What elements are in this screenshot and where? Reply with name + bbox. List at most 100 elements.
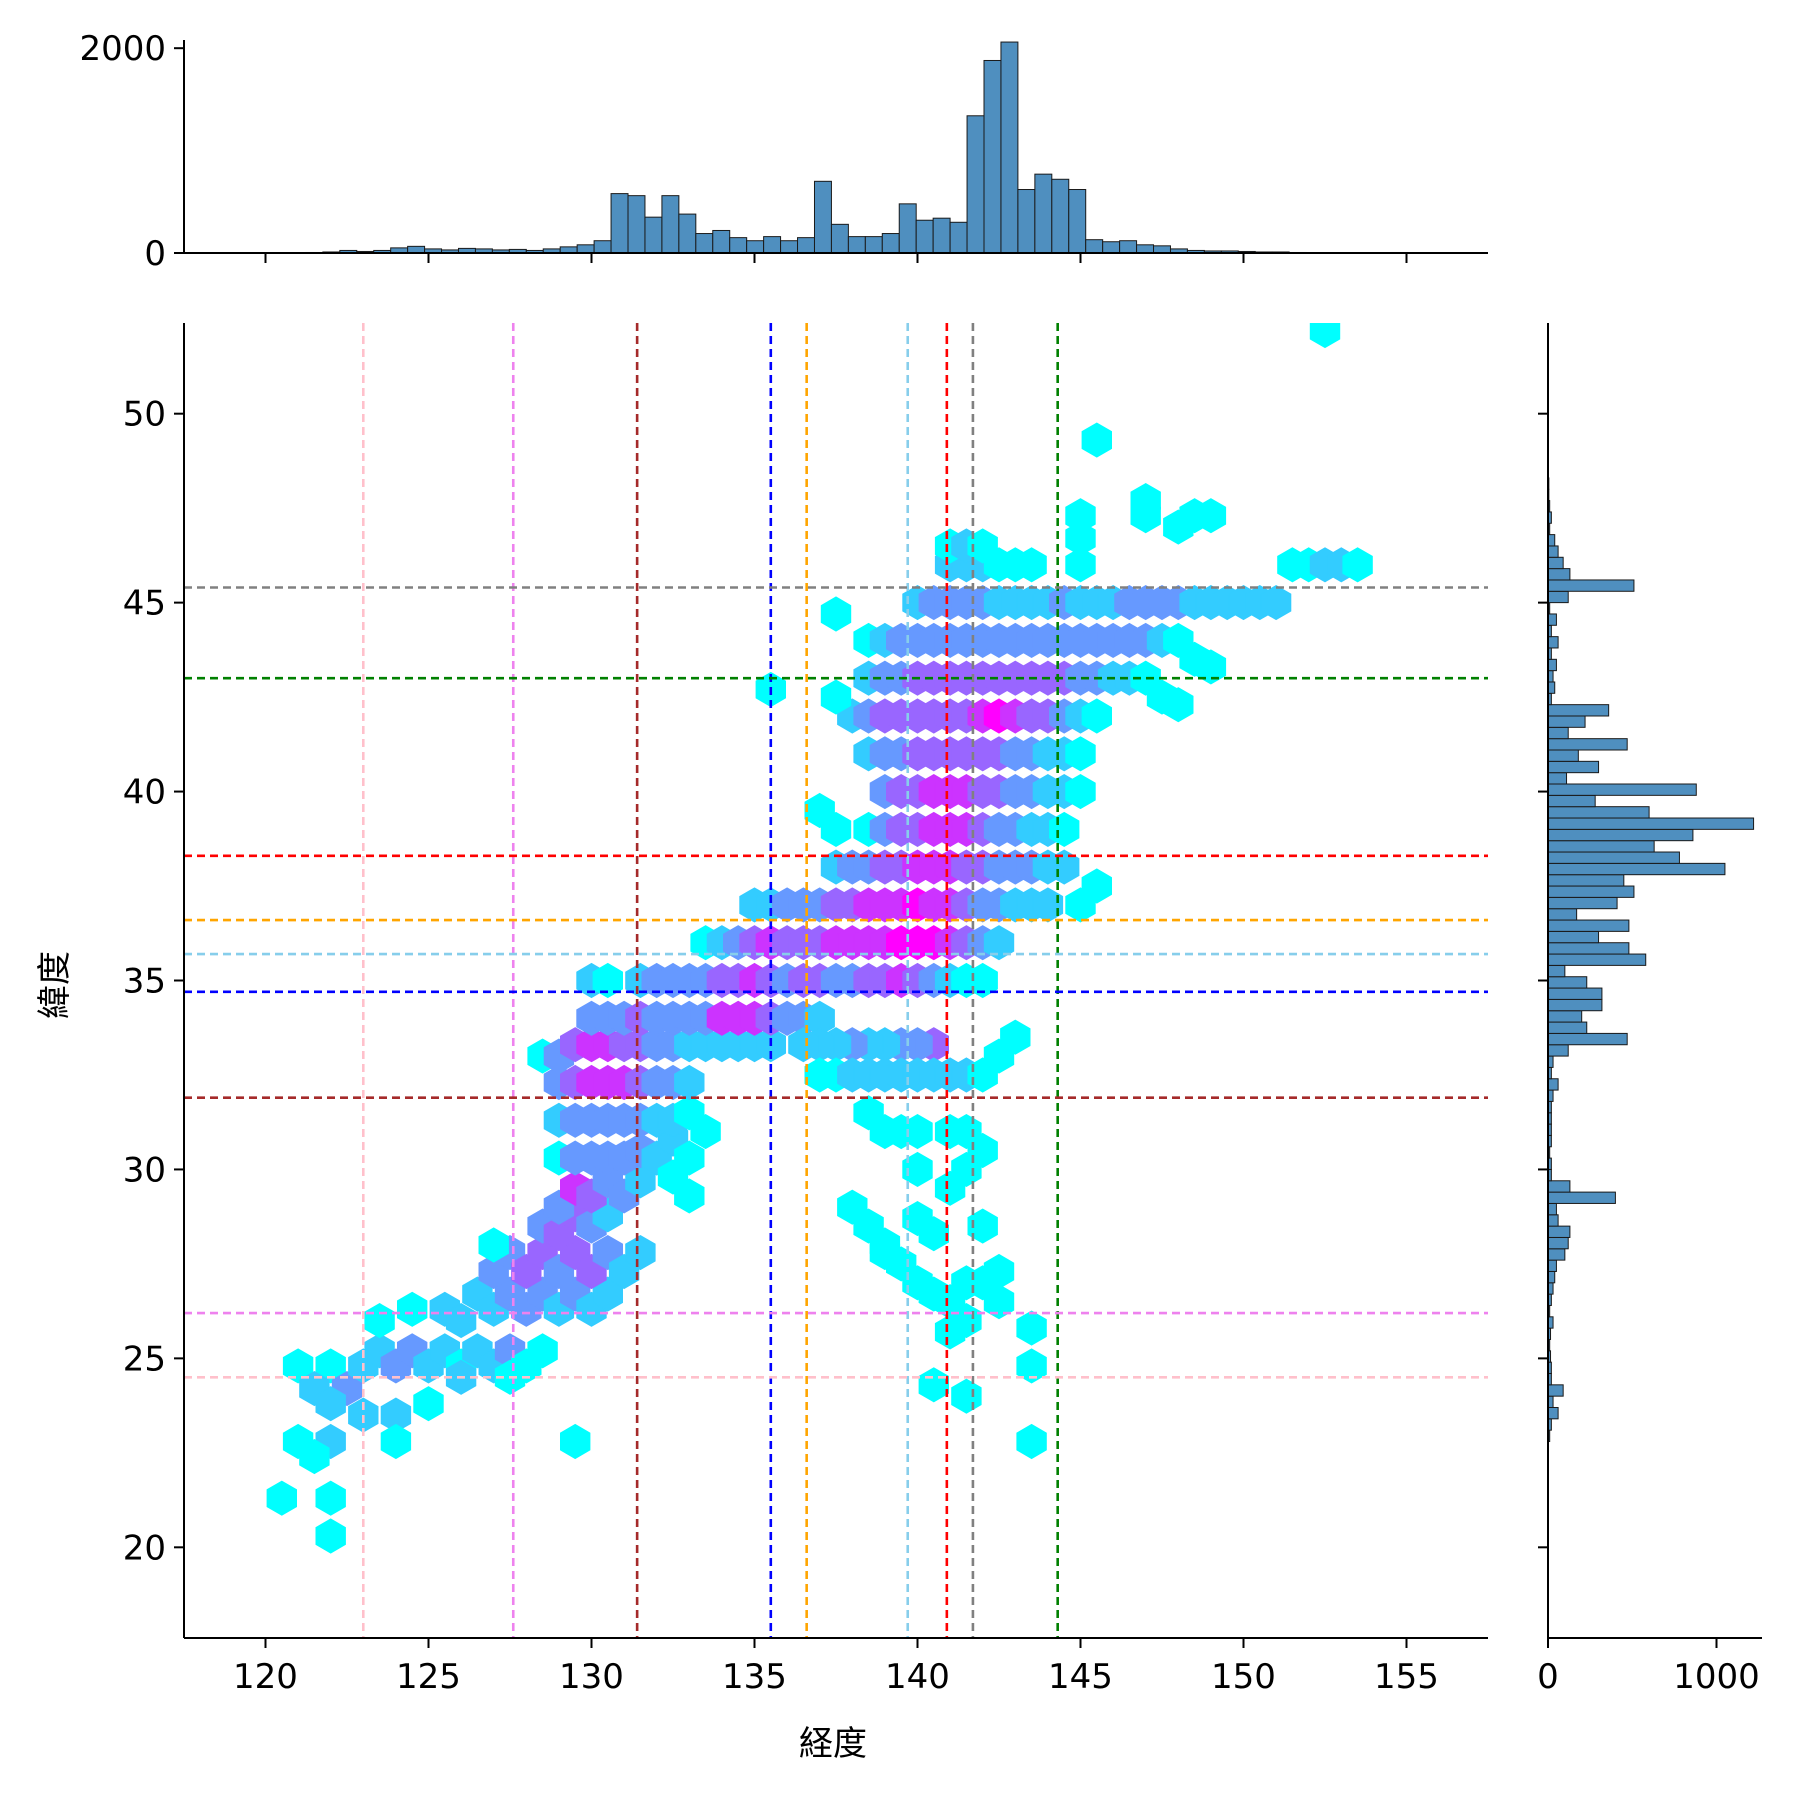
hexbin-cell [674,1140,705,1176]
right-x-tick-label: 0 [1537,1657,1559,1697]
top-histogram-bar [780,240,799,254]
hexbin-cells [266,323,1373,1554]
right-histogram-bar [1547,1259,1557,1272]
reference-lines [184,323,1488,1638]
right-histogram-bar [1547,1270,1556,1284]
right-histogram-bar [1547,1078,1559,1091]
hexbin-cell [315,1386,346,1422]
right-histogram-bar [1547,704,1610,717]
right-histogram-bar [1547,908,1578,921]
hexbin-cell [902,1114,933,1150]
top-histogram-bar [797,237,815,254]
top-histogram-bar [610,193,629,254]
hexbin-cell [1016,547,1047,583]
top-histogram-bar [627,195,646,254]
right-histogram-bar [1547,998,1603,1012]
right-histogram-bar [1547,874,1625,887]
right-histogram-bar [1547,534,1556,547]
top-histogram-bar [746,240,765,254]
hexbin-cell [820,596,852,632]
y-tick-label: 45 [123,584,166,624]
right-histogram-bar [1547,590,1569,604]
hexbin-cell [527,1333,558,1369]
right-histogram-bar [1547,579,1635,592]
hexbin-cell [1016,1310,1047,1346]
right-histogram-bar [1547,545,1559,558]
top-histogram-bar [1051,178,1070,254]
hexbin-cell [1130,483,1161,519]
top-histogram-bar [1119,240,1138,254]
hexbin-cell [967,1208,998,1244]
top-histogram-bar [813,180,832,254]
y-tick-label: 20 [123,1528,166,1568]
y-axis-label: 緯度 [35,951,75,1019]
hexbin-cell [934,1314,966,1350]
hexbin-panel: 120 125 130 135 140 145 150 155 20 25 30 35 40 45 50 [123,323,1488,1697]
top-histogram-bar [881,233,900,254]
hexbin-cell [315,1348,346,1384]
hexbin-cell [282,1348,314,1384]
hexbin-cell [820,679,852,715]
right-histogram-bar [1547,1202,1557,1216]
right-histogram-bar [1547,1010,1583,1023]
hexbin-cell [951,1378,982,1414]
hexbin-cell [820,811,852,847]
hexbin-cell [967,962,998,999]
top-histogram-bar [1068,189,1087,254]
hexbin-cell [315,1480,346,1516]
right-histogram-bar [1547,1044,1569,1057]
top-histogram-bar [678,213,697,254]
hexbin-cell [1065,774,1096,810]
right-histogram-bar [1547,658,1557,672]
top-histogram-bar [1153,245,1171,254]
top-histogram-bar [576,244,595,254]
x-tick-label: 130 [559,1657,624,1697]
right-histogram-bar [1547,636,1559,649]
hexbin-cell [1342,547,1373,583]
top-marginal-histogram: 0 2000 [79,29,1488,274]
hexbin-cell [266,1480,297,1516]
x-tick-label: 150 [1211,1657,1276,1697]
right-histogram-bar [1547,840,1655,853]
right-histogram-bar [1547,1191,1616,1204]
right-histogram-bar [1547,556,1564,570]
top-histogram-bar [1000,41,1019,254]
hexbin-cell [983,925,1015,961]
top-histogram-bar [763,236,782,254]
right-histogram-bar [1547,772,1568,785]
top-histogram-bar [593,240,612,254]
right-histogram-bar [1547,1180,1571,1193]
hexbin-cell [983,1284,1015,1320]
hexbin-cell [413,1386,444,1422]
right-histogram-bar [1547,987,1603,1000]
right-histogram-bar [1547,681,1556,694]
x-tick-label: 120 [233,1657,298,1697]
right-histogram-bar [1547,738,1628,751]
x-tick-label: 125 [396,1657,461,1697]
right-histogram-bar [1547,851,1680,864]
top-histogram-bar [915,219,934,254]
hexbin-cell [788,1027,819,1063]
hexbin-cell [1016,1423,1047,1460]
hexbin-cell [967,528,998,564]
hexbin-cell [1016,1348,1047,1384]
right-histogram-bar [1547,817,1755,830]
hexbin-cell [1000,1019,1031,1055]
right-histogram-bar [1547,715,1586,728]
right-histogram-bar [1547,885,1635,898]
top-histogram-bar [830,223,849,254]
hexbin-cell [690,1114,721,1150]
right-histogram-bar [1547,976,1588,989]
hexbin-cell [1163,687,1194,723]
right-histogram-bar [1547,726,1569,740]
hexbin-cell [1065,736,1096,772]
hexbin-cell [918,1216,949,1252]
top-histogram-bar [932,217,951,254]
right-histogram-bar [1547,942,1630,955]
right-histogram-bar [1547,1032,1628,1046]
right-histogram-bar [1547,568,1571,581]
top-histogram-bar [898,203,917,254]
hexbin-cell [1065,498,1096,534]
top-histogram-bar [1136,244,1155,254]
right-histogram-bar [1547,794,1596,808]
